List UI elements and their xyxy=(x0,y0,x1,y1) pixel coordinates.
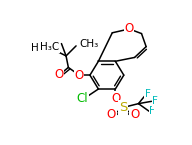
Text: H: H xyxy=(44,43,51,52)
Text: CH₃: CH₃ xyxy=(79,39,98,49)
Text: Cl: Cl xyxy=(76,92,88,105)
Text: F: F xyxy=(149,106,155,116)
Text: F: F xyxy=(145,89,151,99)
Text: O: O xyxy=(112,92,121,105)
Text: H₃C: H₃C xyxy=(40,42,59,52)
Text: S: S xyxy=(119,101,127,114)
Text: H₃C: H₃C xyxy=(31,43,51,53)
Text: O: O xyxy=(107,108,116,121)
Text: O: O xyxy=(55,68,64,81)
Text: O: O xyxy=(74,69,84,82)
Text: O: O xyxy=(125,22,134,35)
Text: F: F xyxy=(152,96,158,106)
Text: O: O xyxy=(130,108,139,121)
